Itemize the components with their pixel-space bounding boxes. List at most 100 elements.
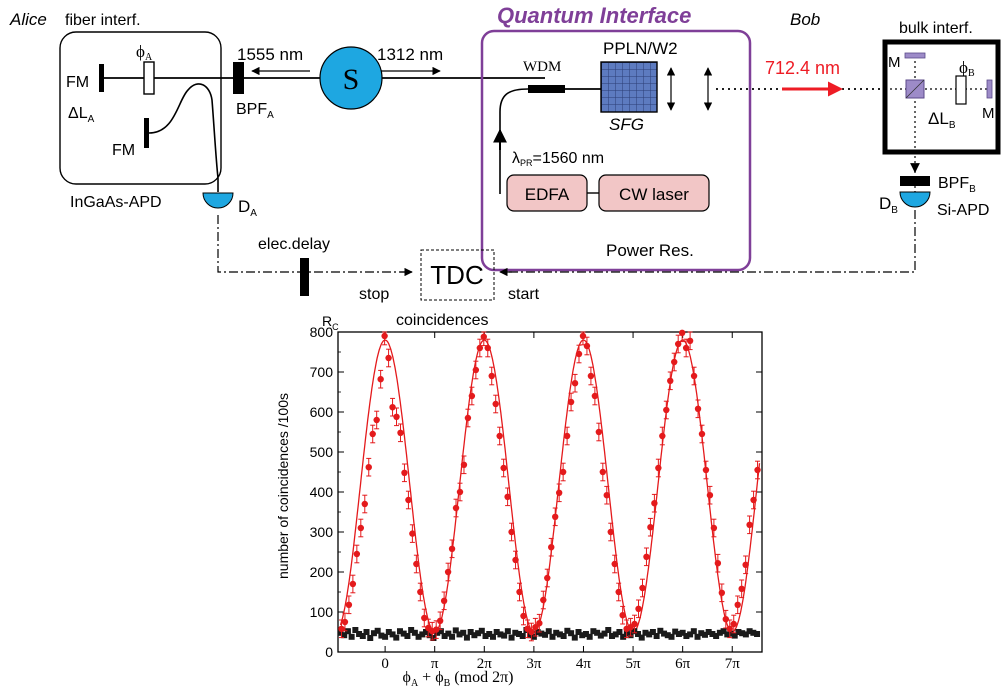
coincidence-data-point: [504, 493, 511, 500]
background-data-point: [385, 629, 392, 635]
chart-marks: [337, 329, 761, 642]
coincidence-data-point: [476, 344, 484, 352]
background-data-point: [638, 634, 645, 641]
coincidence-data-point: [548, 544, 555, 551]
background-data-point: [575, 629, 582, 635]
coincidence-data-point: [508, 528, 515, 536]
background-data-point: [553, 629, 560, 636]
coincidence-data-point: [587, 372, 595, 380]
coincidence-data-point: [607, 528, 614, 536]
coincidences-label: coincidences: [396, 312, 489, 329]
y-tick-label: 300: [310, 524, 334, 540]
background-data-point: [493, 629, 500, 635]
coincidence-data-point: [690, 372, 698, 380]
background-data-point: [419, 631, 426, 638]
background-data-point: [449, 633, 456, 640]
coincidence-data-point: [464, 414, 472, 422]
start-label: start: [508, 286, 540, 303]
coincidence-data-point: [734, 601, 741, 608]
background-data-point: [456, 631, 463, 638]
wavelength-1312-label: 1312 nm: [377, 45, 443, 64]
phase-modulator-b: [955, 75, 967, 105]
background-data-point: [556, 631, 563, 638]
phase-a-label: ϕA: [136, 42, 153, 63]
background-data-point: [571, 634, 578, 641]
coincidence-data-point: [365, 464, 372, 471]
coincidence-data-point: [484, 344, 491, 352]
coincidence-data-point: [571, 380, 579, 387]
delay-label: elec.delay: [258, 236, 330, 253]
coincidence-data-point: [357, 524, 365, 532]
coincidence-data-point: [540, 596, 547, 604]
background-data-point: [482, 633, 489, 639]
background-data-point: [382, 633, 389, 640]
wavelength-1555-label: 1555 nm: [237, 45, 303, 64]
coincidence-data-point: [440, 597, 448, 604]
background-data-point: [739, 630, 746, 637]
background-data-point: [698, 630, 705, 637]
bpf-a: [233, 62, 244, 94]
background-data-point: [497, 631, 504, 638]
coincidence-data-point: [563, 432, 571, 440]
x-tick-label: 7π: [725, 656, 741, 672]
coincidence-data-point: [647, 524, 654, 531]
coincidence-data-point: [500, 464, 507, 472]
sfg-label: SFG: [609, 115, 644, 134]
background-data-point: [542, 631, 549, 638]
coincidence-data-point: [349, 580, 357, 588]
coincidence-data-point: [742, 561, 749, 568]
background-data-point: [679, 629, 686, 636]
background-data-point: [735, 629, 742, 635]
coincidence-data-point: [361, 500, 368, 508]
background-data-point: [668, 633, 675, 640]
background-data-point: [389, 631, 396, 638]
coincidence-data-point: [369, 430, 376, 438]
coincidence-data-point: [583, 342, 591, 350]
background-data-point: [538, 630, 545, 637]
background-data-point: [378, 632, 385, 639]
y-tick-label: 600: [310, 404, 334, 420]
y-tick-label: 800: [310, 324, 334, 340]
coincidence-data-point: [353, 550, 361, 558]
wavelength-712-label: 712.4 nm: [765, 58, 840, 78]
coincidence-data-point: [698, 430, 706, 438]
background-data-point: [746, 628, 753, 635]
coincidence-data-point: [552, 513, 559, 520]
background-data-point: [568, 630, 575, 637]
background-data-point: [426, 632, 433, 639]
coincidence-data-point: [674, 340, 682, 348]
coincidence-data-point: [401, 469, 408, 476]
alice-lower-arm-fiber: [148, 83, 219, 179]
beam-splitter-diagonal: [905, 79, 925, 99]
coincidence-data-point: [722, 616, 729, 623]
background-data-point: [445, 630, 452, 637]
bpf-a-label: BPFA: [236, 101, 274, 121]
bpf-b: [900, 176, 930, 186]
background-data-point: [742, 631, 749, 638]
background-data-point: [579, 632, 586, 639]
background-data-point: [605, 627, 612, 633]
tdc-label: TDC: [430, 260, 483, 290]
bob-mirror-top: [904, 52, 926, 59]
background-data-point: [720, 628, 727, 635]
coincidence-data-point: [603, 492, 610, 499]
coincidence-data-point: [655, 464, 662, 472]
background-data-point: [337, 629, 344, 636]
background-data-point: [545, 628, 552, 635]
background-data-point: [709, 631, 716, 637]
background-data-point: [393, 634, 400, 641]
background-data-point: [620, 633, 627, 640]
background-data-point: [713, 633, 720, 639]
background-data-point: [590, 628, 597, 635]
y-tick-label: 500: [310, 444, 334, 460]
detector-a-label: DA: [238, 197, 257, 219]
ppln-label: PPLN/W2: [603, 39, 678, 58]
background-data-point: [475, 630, 482, 637]
coincidence-data-point: [615, 588, 622, 596]
start-signal-line: [505, 210, 916, 273]
background-data-point: [478, 627, 485, 634]
coincidence-data-point: [694, 405, 702, 412]
background-data-point: [608, 633, 615, 639]
coincidence-data-point: [714, 560, 722, 567]
coincidence-data-point: [448, 545, 456, 552]
